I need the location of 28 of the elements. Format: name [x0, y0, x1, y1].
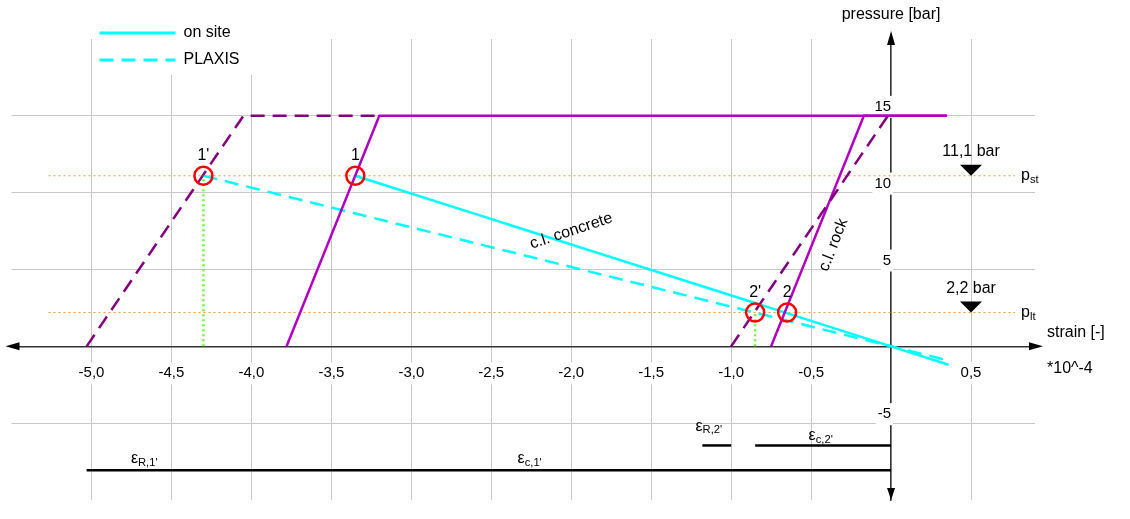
y-axis-title: pressure [bar]	[841, 5, 941, 23]
x-tick-label: -1,0	[718, 363, 745, 381]
x-tick-label: -4,0	[238, 363, 265, 381]
x-tick-label: -2,0	[558, 363, 585, 381]
x-tick-label: -5,0	[78, 363, 105, 381]
annotation: 2,2 bar	[946, 278, 997, 296]
annotation: 2	[782, 282, 792, 300]
annotation: 11,1 bar	[942, 142, 1001, 160]
legend-label: PLAXIS	[183, 50, 240, 68]
legend-label: on site	[183, 23, 231, 41]
annotation: 1'	[197, 146, 210, 164]
x-tick-label: -4,5	[158, 363, 185, 381]
x-tick-label: -2,5	[478, 363, 505, 381]
x-axis-title: strain [-]	[1047, 322, 1105, 340]
x-tick-label: -3,0	[398, 363, 425, 381]
annotation: c.l. rock	[814, 214, 851, 274]
annotation: c.l. concrete	[527, 208, 615, 252]
annotation: 1	[350, 146, 360, 164]
y-tick-label: 15	[874, 96, 892, 114]
x-tick-label: 0,5	[960, 363, 982, 381]
y-tick-label: 10	[874, 173, 892, 191]
x-tick-label: -3,5	[318, 363, 345, 381]
x-tick-label: -1,5	[638, 363, 665, 381]
y-tick-label: 5	[882, 250, 892, 268]
y-tick-label: -5	[877, 404, 892, 422]
text: *10^-4	[1047, 358, 1093, 376]
annotation: 2'	[749, 282, 762, 300]
x-tick-label: -0,5	[798, 363, 825, 381]
